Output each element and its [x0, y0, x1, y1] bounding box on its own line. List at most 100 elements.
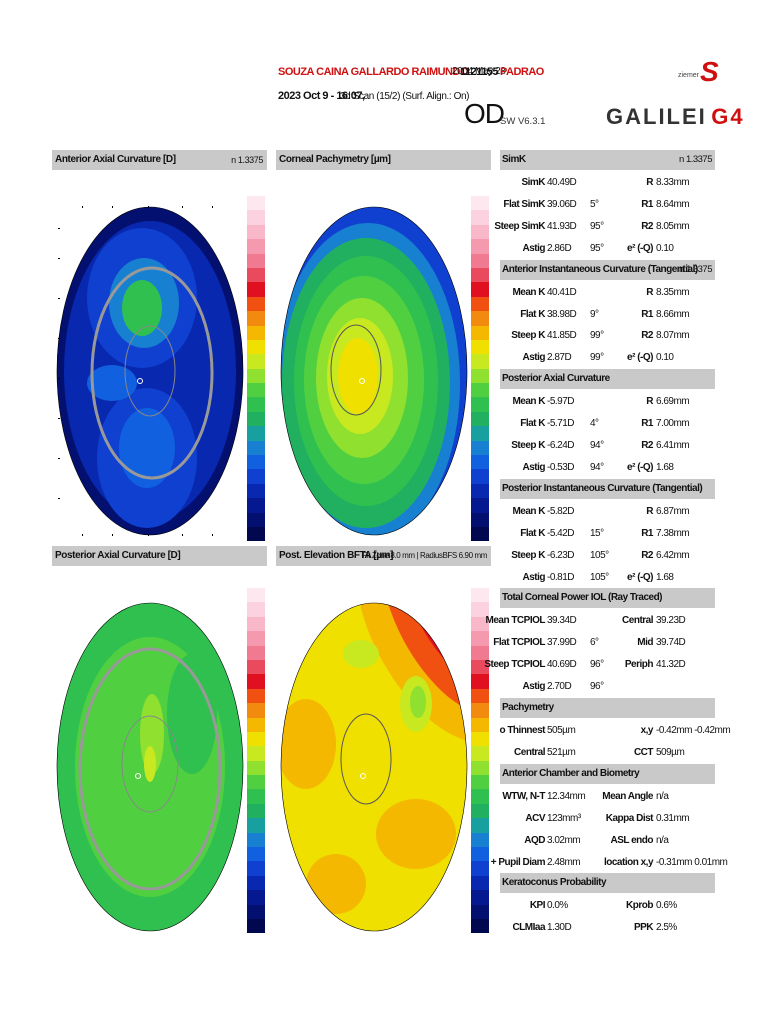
- row-l1: + Pupil Diam: [490, 856, 546, 868]
- measurement-row: Steep K 41.85D 99° R2 8.07mm: [500, 325, 715, 347]
- row-l1: Steep K: [511, 330, 545, 342]
- measurement-row: Flat K -5.42D 15° R1 7.38mm: [500, 523, 715, 545]
- row-v1: -5.42D: [547, 527, 575, 539]
- scale-color-step: [247, 861, 265, 876]
- row-l1: Flat K: [520, 418, 545, 430]
- row-v1: -6.24D: [547, 440, 575, 451]
- row-a1: 4°: [590, 418, 599, 430]
- posterior-axial-title: Posterior Axial Curvature [D]: [52, 546, 267, 566]
- row-l2: ASL endo: [610, 834, 654, 846]
- scale-color-step: [247, 426, 265, 441]
- scale-color-step: [471, 455, 489, 470]
- row-v1: 40.41D: [547, 286, 577, 298]
- scale-color-step: [247, 210, 265, 225]
- measurement-row: WTW, N-T 12.34mm Mean Angle n/a: [500, 786, 715, 808]
- row-v2: 0.10: [656, 352, 674, 364]
- scale-color-step: [247, 775, 265, 790]
- row-l1: Flat TCPIOL: [493, 637, 545, 649]
- corneal-pachymetry-map[interactable]: [276, 198, 472, 544]
- row-l1: Mean K: [512, 286, 545, 298]
- scale-color-step: [471, 746, 489, 761]
- scale-color-step: [247, 890, 265, 905]
- scale-color-step: [471, 588, 489, 603]
- scale-color-step: [247, 789, 265, 804]
- anterior-axial-map[interactable]: [52, 198, 248, 544]
- row-v1: 2.48mm: [547, 856, 581, 868]
- post-elevation-map[interactable]: [276, 594, 472, 940]
- row-l2: R: [646, 177, 653, 188]
- row-v2: 41.32D: [656, 659, 686, 671]
- scale-color-step: [247, 717, 265, 732]
- scale-color-step: [471, 760, 489, 776]
- scale-color-step: [471, 803, 489, 819]
- scale-color-step: [247, 875, 265, 891]
- scale-color-step: [247, 224, 265, 240]
- scale-color-step: [247, 645, 265, 660]
- row-v1: 39.34D: [547, 615, 577, 627]
- row-v1: 0.0%: [547, 900, 568, 912]
- row-l2: R2: [641, 220, 653, 232]
- row-v2: 8.33mm: [656, 177, 690, 188]
- row-l1: Steep TCPIOL: [484, 659, 545, 671]
- scale-color-step: [247, 588, 265, 603]
- scale-color-step: [247, 397, 265, 412]
- row-a1: 96°: [590, 681, 604, 693]
- row-l2: R: [646, 286, 653, 298]
- measurement-row: + Pupil Diam 2.48mm location x,y -0.31mm 0.…: [491, 852, 728, 874]
- scale-color-step: [247, 832, 265, 848]
- row-a1: 95°: [590, 242, 604, 254]
- row-l1: Astig: [522, 352, 546, 364]
- scale-color-step: [247, 483, 265, 499]
- row-l2: R: [646, 396, 653, 408]
- scale-color-step: [247, 253, 265, 268]
- row-v1: -5.97D: [547, 396, 575, 408]
- row-l2: R: [646, 505, 653, 517]
- row-l2: location x,y: [603, 856, 654, 868]
- scale-color-step: [471, 411, 489, 427]
- scale-color-step: [471, 397, 489, 412]
- eye-indicator: OD: [464, 98, 505, 129]
- row-v1: 123mm³: [547, 812, 581, 824]
- measurement-row: o Thinnest 505µm x,y -0.42mm -0.42mm: [499, 720, 730, 742]
- measurement-row: Astig 2.70D 96°: [500, 676, 715, 698]
- posterior-axial-map[interactable]: [52, 594, 248, 940]
- row-v1: 37.99D: [547, 637, 577, 649]
- scale-color-step: [247, 196, 265, 211]
- row-l1: Flat K: [520, 308, 545, 320]
- galilei-logo: GALILEI G4: [606, 104, 745, 129]
- scale-color-step: [471, 645, 489, 660]
- row-v2: 7.00mm: [656, 418, 690, 430]
- scale-color-step: [471, 731, 489, 747]
- measurement-row: AQD 3.02mm ASL endo n/a: [500, 830, 715, 852]
- row-a1: 99°: [590, 352, 604, 364]
- scale-color-step: [247, 440, 265, 456]
- row-v1: 3.02mm: [547, 834, 581, 846]
- measurement-row: Steep K -6.23D 105° R2 6.42mm: [500, 545, 715, 567]
- row-l1: Mean TCPIOL: [485, 615, 545, 627]
- row-v1: 39.06D: [547, 198, 577, 210]
- scale-color-step: [247, 904, 265, 919]
- row-a1: 96°: [590, 659, 604, 671]
- section-header: Posterior Axial Curvature: [500, 369, 715, 390]
- posterior-axial-scale: [247, 588, 265, 934]
- row-l1: Astig: [522, 571, 546, 583]
- scale-color-step: [471, 440, 489, 456]
- row-l1: Steep K: [511, 440, 545, 451]
- row-l1: KPI: [529, 900, 546, 912]
- scale-color-step: [471, 631, 489, 646]
- row-v2: -0.42mm -0.42mm: [656, 725, 731, 736]
- measurement-row: Mean K 40.41D R 8.35mm: [500, 282, 715, 304]
- scale-color-step: [471, 890, 489, 905]
- scale-color-step: [247, 847, 265, 862]
- row-v2: 1.68: [656, 461, 674, 473]
- row-v1: 2.86D: [547, 242, 572, 254]
- measurement-row: Mean K -5.97D R 6.69mm: [500, 391, 715, 413]
- row-v2: 6.42mm: [656, 549, 690, 561]
- scale-color-step: [247, 688, 265, 704]
- scale-color-step: [471, 224, 489, 240]
- row-l2: PPK: [633, 922, 654, 934]
- row-l2: e² (-Q): [627, 461, 653, 473]
- scale-color-step: [471, 311, 489, 326]
- row-v2: 8.35mm: [656, 286, 690, 298]
- ziemer-brand: ziemer: [678, 72, 700, 79]
